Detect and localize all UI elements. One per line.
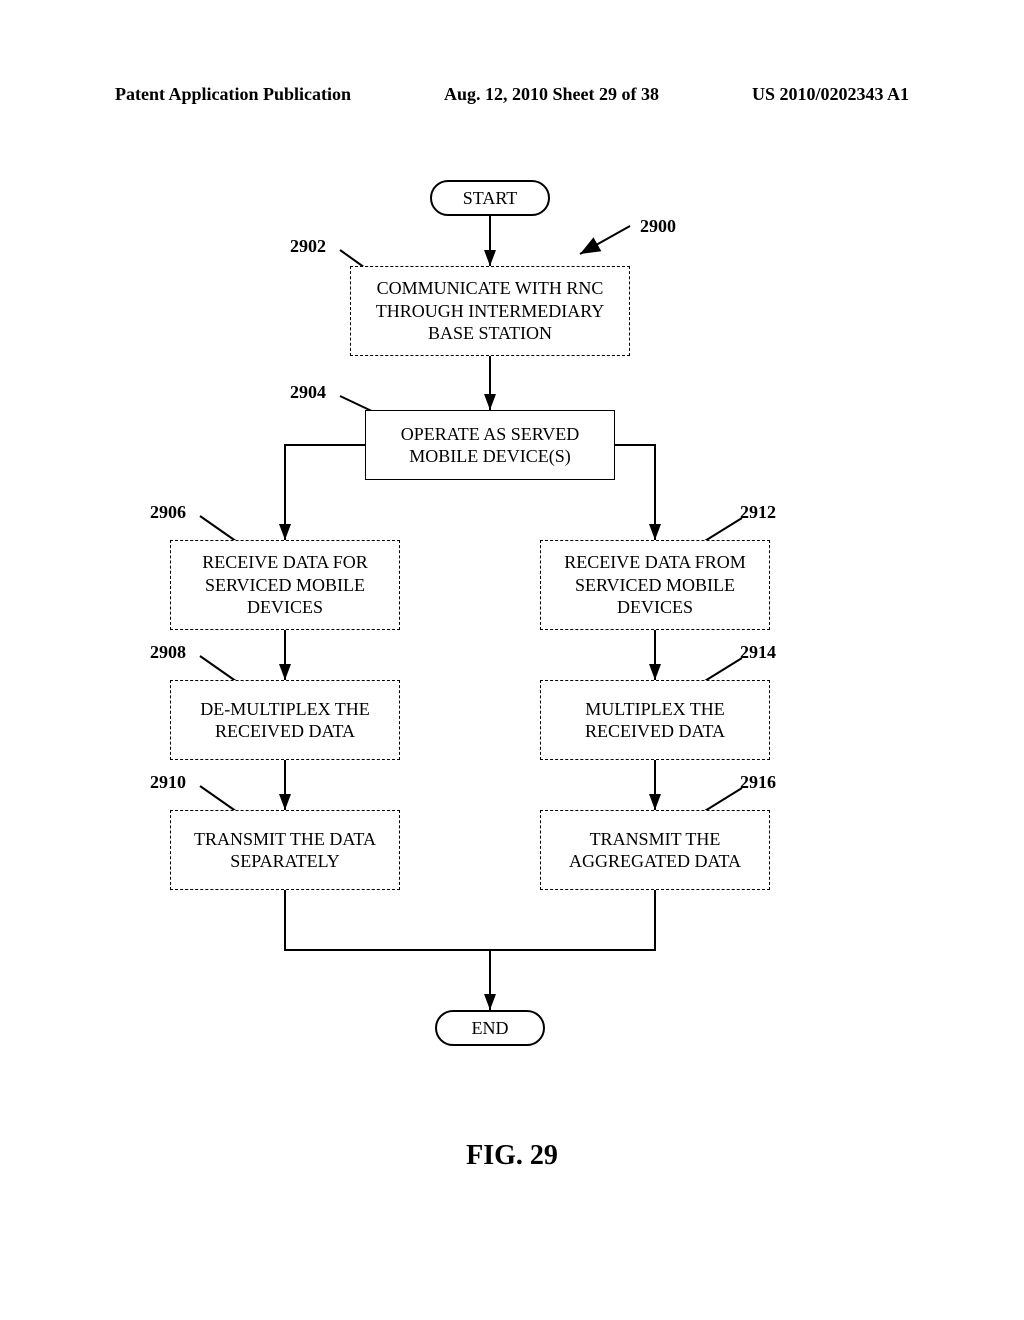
ref-2904: 2904 bbox=[290, 382, 326, 403]
node-n2908: DE-MULTIPLEX THERECEIVED DATA bbox=[170, 680, 400, 760]
header-center: Aug. 12, 2010 Sheet 29 of 38 bbox=[444, 84, 659, 105]
node-n2910: TRANSMIT THE DATASEPARATELY bbox=[170, 810, 400, 890]
node-end: END bbox=[435, 1010, 545, 1046]
ref-2908: 2908 bbox=[150, 642, 186, 663]
ref-2914: 2914 bbox=[740, 642, 776, 663]
header-left: Patent Application Publication bbox=[115, 84, 351, 105]
header-right: US 2010/0202343 A1 bbox=[752, 84, 909, 105]
figure-caption: FIG. 29 bbox=[0, 1140, 1024, 1172]
page-header: Patent Application Publication Aug. 12, … bbox=[0, 84, 1024, 105]
flowchart-diagram: START COMMUNICATE WITH RNCTHROUGH INTERME… bbox=[140, 170, 860, 1170]
ref-2916: 2916 bbox=[740, 772, 776, 793]
ref-2912: 2912 bbox=[740, 502, 776, 523]
node-n2906: RECEIVE DATA FORSERVICED MOBILEDEVICES bbox=[170, 540, 400, 630]
node-n2902: COMMUNICATE WITH RNCTHROUGH INTERMEDIARY… bbox=[350, 266, 630, 356]
node-n2916: TRANSMIT THEAGGREGATED DATA bbox=[540, 810, 770, 890]
ref-2910: 2910 bbox=[150, 772, 186, 793]
ref-2902: 2902 bbox=[290, 236, 326, 257]
node-n2904: OPERATE AS SERVEDMOBILE DEVICE(S) bbox=[365, 410, 615, 480]
node-start: START bbox=[430, 180, 550, 216]
node-n2912: RECEIVE DATA FROMSERVICED MOBILEDEVICES bbox=[540, 540, 770, 630]
node-n2914: MULTIPLEX THERECEIVED DATA bbox=[540, 680, 770, 760]
page: Patent Application Publication Aug. 12, … bbox=[0, 0, 1024, 1320]
ref-2900: 2900 bbox=[640, 216, 676, 237]
ref-2906: 2906 bbox=[150, 502, 186, 523]
